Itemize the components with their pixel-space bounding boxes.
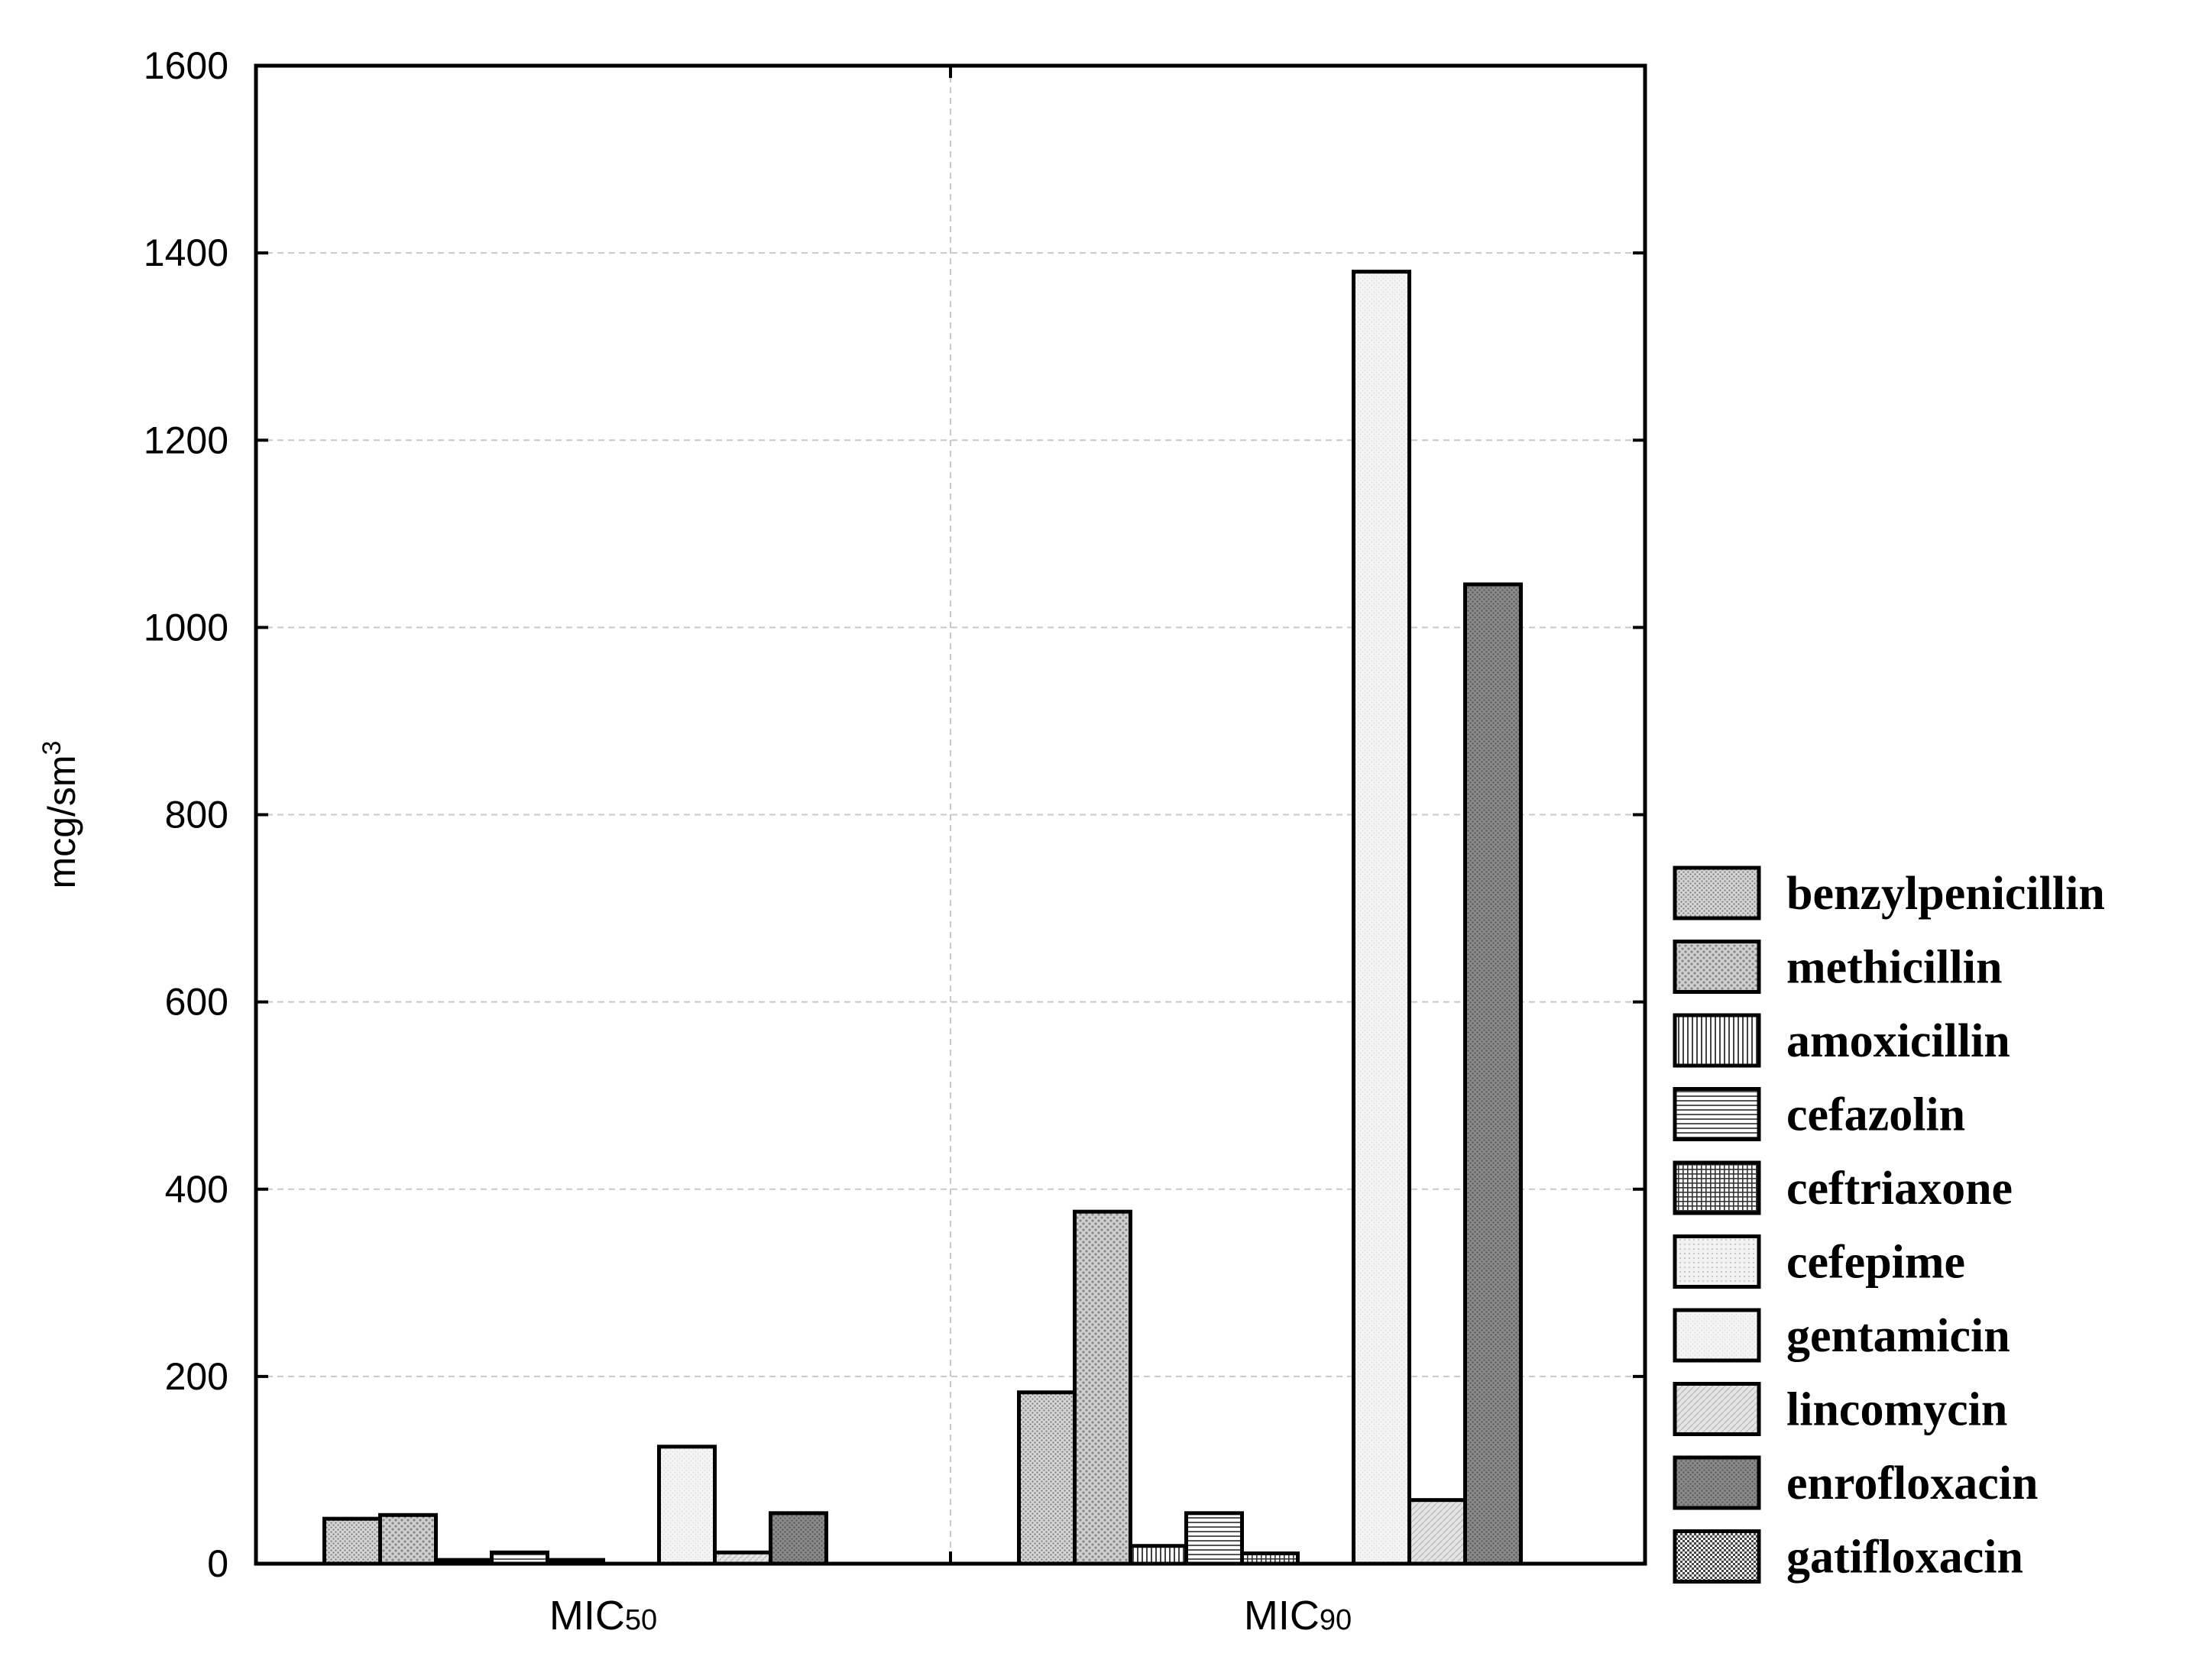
- y-tick-label: 0: [207, 1542, 228, 1585]
- y-tick-label: 200: [165, 1355, 228, 1398]
- legend-swatch-lincomycin: [1673, 1382, 1761, 1436]
- y-tick-label: 1400: [144, 231, 228, 274]
- axis-ticks: [256, 64, 1645, 1565]
- y-axis-title: mcg/sm3: [37, 741, 83, 889]
- legend-label-cefazolin: cefazolin: [1786, 1089, 1965, 1141]
- y-tick-label: 600: [165, 981, 228, 1024]
- y-tick-label: 800: [165, 794, 228, 836]
- bar-enrofloxacin-0: [769, 1511, 828, 1566]
- legend-label-benzylpenicillin: benzylpenicillin: [1786, 868, 2105, 920]
- x-category-label-main: MIC: [1244, 1593, 1320, 1639]
- legend-swatch-methicillin: [1673, 940, 1761, 994]
- legend-label-cefepime: cefepime: [1786, 1237, 1965, 1289]
- y-tick-label: 400: [165, 1168, 228, 1211]
- legend-swatch-benzylpenicillin: [1673, 865, 1761, 920]
- y-tick-label: 1600: [144, 44, 228, 87]
- bar-gentamicin-0: [657, 1445, 717, 1566]
- x-category-label: MIC90: [1244, 1593, 1352, 1639]
- legend-swatch-gatifloxacin: [1673, 1529, 1761, 1584]
- bar-methicillin-0: [378, 1513, 438, 1566]
- bar-amoxicillin-1: [1129, 1544, 1188, 1566]
- y-axis-title-text: mcg/sm: [40, 755, 83, 888]
- legend-label-ceftriaxone: ceftriaxone: [1786, 1163, 2013, 1215]
- x-category-label-sub: 90: [1320, 1604, 1352, 1636]
- legend-swatch-amoxicillin: [1673, 1013, 1761, 1068]
- legend-label-methicillin: methicillin: [1786, 942, 2002, 994]
- y-tick-labels: 0 200 400 600 800 1000 1200 1400 1600: [144, 44, 228, 1585]
- legend-label-amoxicillin: amoxicillin: [1786, 1015, 2010, 1067]
- legend-label-lincomycin: lincomycin: [1786, 1384, 2007, 1436]
- bar-methicillin-1: [1073, 1209, 1132, 1566]
- legend-swatch-gentamicin: [1673, 1308, 1761, 1363]
- x-category-label-main: MIC: [549, 1593, 625, 1639]
- legend: benzylpenicillin methicillin amoxicillin ce…: [1673, 865, 2105, 1584]
- y-tick-label: 1000: [144, 606, 228, 649]
- bar-enrofloxacin-1: [1463, 582, 1523, 1566]
- x-category-label-sub: 50: [625, 1604, 657, 1636]
- bar-cefazolin-1: [1184, 1511, 1244, 1566]
- legend-label-gentamicin: gentamicin: [1786, 1310, 2010, 1362]
- legend-swatch-cefazolin: [1673, 1087, 1761, 1141]
- x-category-labels: MIC50 MIC90: [549, 1593, 1352, 1639]
- y-tick-label: 1200: [144, 419, 228, 461]
- legend-swatch-cefepime: [1673, 1234, 1761, 1289]
- legend-swatch-enrofloxacin: [1673, 1455, 1761, 1510]
- bar-benzylpenicillin-1: [1017, 1390, 1077, 1566]
- grid-lines: [256, 66, 1645, 1564]
- legend-label-gatifloxacin: gatifloxacin: [1786, 1532, 2023, 1584]
- bar-lincomycin-1: [1407, 1498, 1467, 1566]
- bar-benzylpenicillin-0: [322, 1516, 382, 1566]
- legend-label-enrofloxacin: enrofloxacin: [1786, 1458, 2039, 1509]
- x-category-label: MIC50: [549, 1593, 657, 1639]
- legend-swatch-ceftriaxone: [1673, 1160, 1761, 1215]
- y-axis-title-superscript: 3: [37, 741, 66, 755]
- bar-gentamicin-1: [1352, 270, 1411, 1566]
- bars: [322, 270, 1523, 1566]
